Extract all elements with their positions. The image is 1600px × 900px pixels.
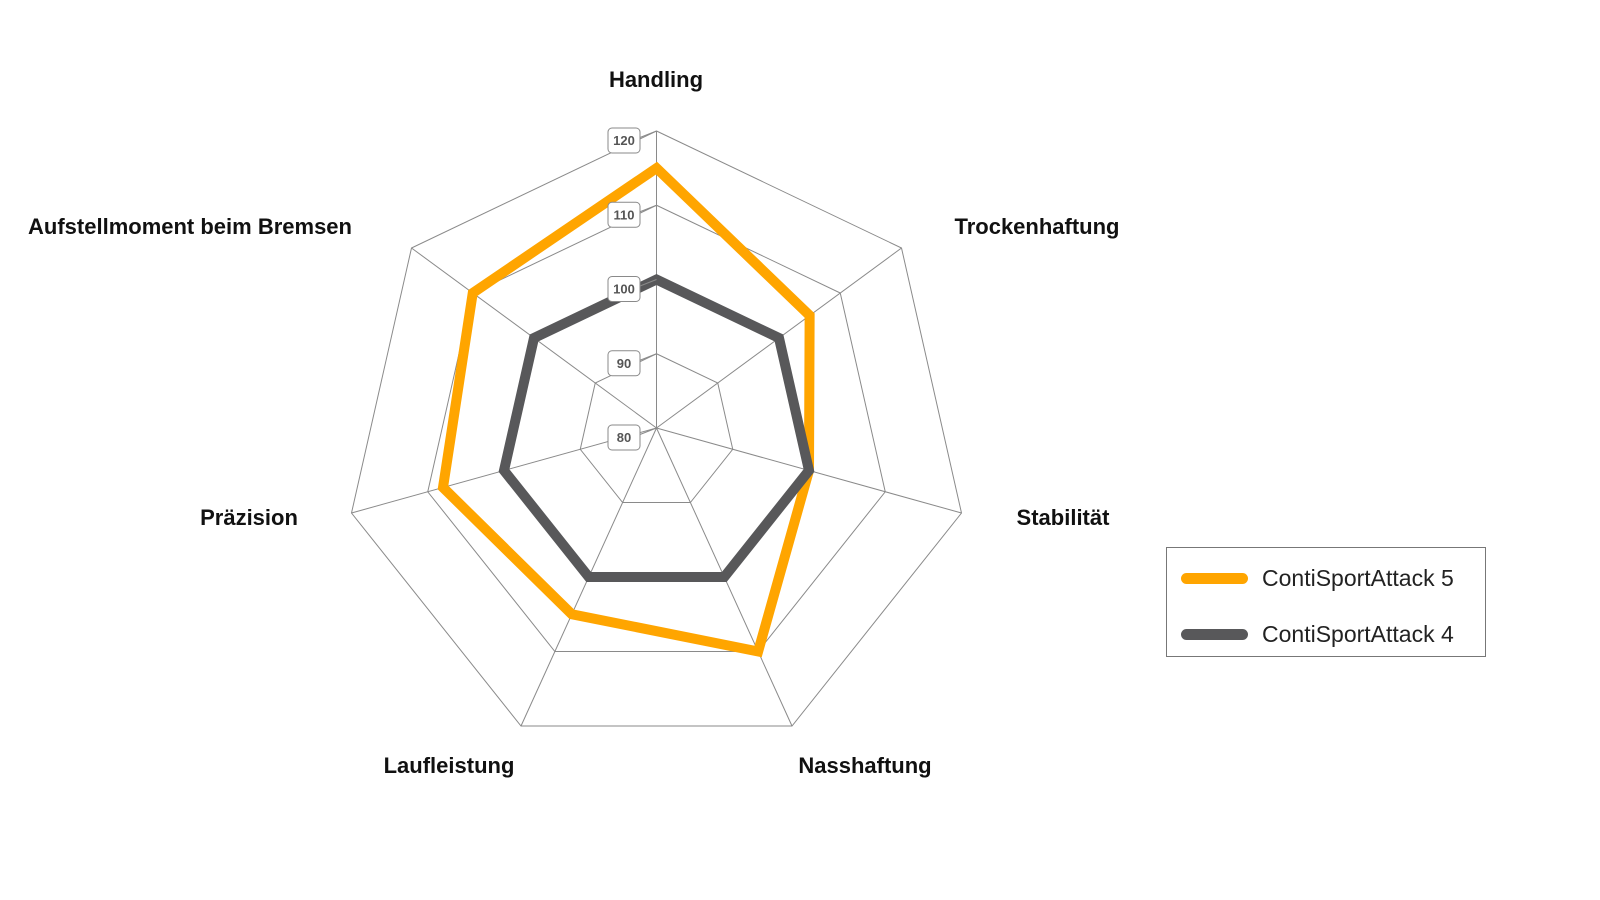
tick-label-box [607, 276, 641, 302]
legend-label: ContiSportAttack 5 [1262, 565, 1454, 591]
legend: ContiSportAttack 5 ContiSportAttack 4 [1166, 547, 1486, 657]
legend-swatch [1181, 573, 1248, 584]
tick-connector [639, 353, 657, 361]
tick-label: 100 [613, 282, 635, 297]
legend-item-series-2: ContiSportAttack 4 [1181, 621, 1454, 648]
legend-label: ContiSportAttack 4 [1262, 621, 1454, 647]
tick-connector [639, 130, 657, 138]
axis-label: Handling [609, 67, 703, 92]
tick-label-box [607, 350, 641, 377]
tick-connector [639, 204, 657, 213]
tick-label: 80 [617, 430, 631, 445]
axis-label: Nasshaftung [798, 753, 931, 778]
tick-label: 120 [613, 133, 635, 148]
tick-connector [639, 279, 657, 287]
grid-ring [579, 353, 734, 503]
series-line-1 [437, 161, 815, 658]
legend-swatch [1181, 629, 1248, 640]
tick-label: 90 [617, 356, 631, 371]
grid-ring [350, 130, 963, 727]
tick-label-box [607, 424, 641, 451]
tick-connector [639, 427, 657, 435]
tick-label-box [607, 201, 641, 228]
legend-item-series-1: ContiSportAttack 5 [1181, 565, 1454, 592]
axis-label: Aufstellmoment beim Bremsen [28, 214, 352, 239]
tick-label: 110 [614, 207, 635, 222]
axis-label: Stabilität [1017, 505, 1111, 530]
series-line-2 [498, 273, 815, 582]
tick-label-box [607, 127, 641, 154]
axis-label: Trockenhaftung [954, 214, 1119, 239]
axis-label: Laufleistung [384, 753, 515, 778]
axis-label: Präzision [200, 505, 298, 530]
